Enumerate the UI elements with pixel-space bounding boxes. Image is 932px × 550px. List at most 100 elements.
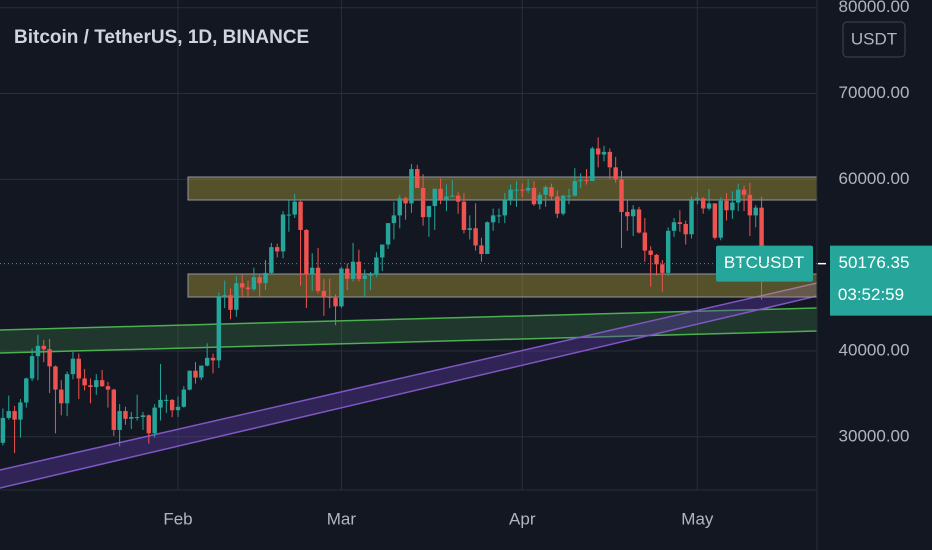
channel-line [0,282,817,471]
candle-body [555,196,560,214]
candle-body [368,274,373,276]
candle-body [123,411,128,419]
candle-body [234,283,239,310]
candle-body [543,187,548,195]
candle-body [134,417,140,419]
green-channel [0,308,817,353]
candle-body [665,230,671,273]
price-labels: BTCUSDT 50176.35 03:52:59 [716,245,932,316]
x-tick-label: Apr [509,509,536,528]
candle-body [718,200,723,238]
candle-body [140,415,146,418]
candle-body [0,417,6,443]
candle-body [345,268,350,279]
candle-body [24,378,29,403]
x-tick-label: Mar [327,509,357,528]
candle-body [444,196,449,200]
candle-body [187,370,192,390]
candle-body [158,399,163,408]
candle-body [298,201,303,230]
candle-body [712,203,718,238]
candle-body [82,378,87,386]
candle-body [590,148,595,182]
candle-body [111,389,117,430]
candle-body [700,198,706,209]
candle-body [677,222,683,224]
candle-body [199,365,204,378]
candle-body [88,385,93,388]
candle-body [274,247,280,252]
candle-body [490,215,496,223]
candle-body [736,189,741,203]
y-tick-label: 70000.00 [839,83,910,102]
candle-body [29,356,35,379]
candle-body [485,222,490,255]
candle-body [560,195,566,214]
candle-body [420,187,426,218]
candle-body [473,228,478,246]
candle-body [175,406,181,411]
chart-title: Bitcoin / TetherUS, 1D, BINANCE [14,27,309,48]
candle-body [531,187,537,205]
candle-body [99,380,105,387]
candle-body [374,257,379,275]
channel-line [0,307,817,331]
candle-body [222,295,227,297]
candle-body [724,200,729,211]
candle-body [146,415,152,434]
y-tick-label: 40000.00 [839,340,910,359]
candle-body [269,247,274,273]
candle-body [759,207,764,264]
channel-line [0,295,817,489]
candle-body [730,202,735,211]
price-label: 50176.35 [839,253,910,272]
y-tick-label: 80000.00 [839,0,910,16]
candle-body [391,215,397,224]
candle-body [660,264,665,273]
candle-body [514,189,519,191]
candle-body [333,297,338,307]
candle-body [59,389,64,404]
y-tick-label: 60000.00 [839,169,910,188]
candle-body [210,357,216,361]
candle-body [578,180,583,182]
candle-body [508,189,513,200]
candle-body [625,211,630,217]
candle-body [601,151,607,155]
currency-button[interactable] [842,21,906,58]
candle-body [309,267,315,275]
candle-body [619,179,624,212]
candle-body [257,277,262,284]
candle-body [321,290,327,297]
candles [0,137,764,454]
currency-label[interactable]: USDT [851,29,897,48]
candle-body [636,209,642,233]
candle-body [239,283,245,288]
candle-body [6,411,11,418]
candle-body [105,386,111,390]
candle-body [245,287,251,290]
candle-body [164,399,169,401]
candle-body [228,295,233,310]
symbol-label: BTCUSDT [724,253,804,272]
candle-body [53,366,58,390]
candle-body [403,198,408,204]
candle-body [566,195,572,197]
candle-body [385,223,391,245]
support-zone [187,273,817,298]
candle-body [169,399,175,411]
candle-body [438,188,443,200]
candle-body [397,198,402,216]
candle-body [193,370,198,378]
candle-body [356,261,362,279]
candle-body [70,358,76,375]
candle-body [607,151,613,168]
candle-body [741,189,747,195]
x-tick-label: May [681,509,714,528]
candle-body [613,167,618,180]
candle-body [467,228,472,230]
candle-body [304,229,309,275]
candle-body [41,345,46,350]
resistance-zone [187,176,817,201]
candle-body [339,268,344,307]
